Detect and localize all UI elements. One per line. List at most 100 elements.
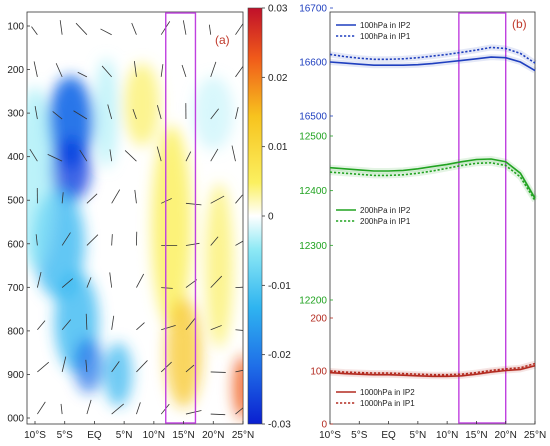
wind-vector (77, 71, 88, 78)
panel-a-label: (a) (215, 33, 230, 47)
wind-vector (235, 329, 243, 331)
wind-vector (231, 145, 236, 162)
wind-vector (86, 399, 92, 415)
colorbar-tick-label: 0.03 (268, 4, 288, 15)
colorbar-tick-label: 0 (268, 212, 274, 223)
legend-label: 200hPa in IP1 (360, 217, 411, 226)
legend-label: 1000hPa in IP1 (360, 399, 415, 408)
heatmap-cell (205, 183, 234, 348)
wind-vector (235, 107, 239, 120)
y-tick-label: 12500 (299, 132, 327, 143)
heatmap-cell (104, 342, 133, 407)
wind-vector (60, 403, 63, 415)
wind-vector (235, 23, 243, 35)
colorbar (247, 7, 263, 425)
wind-vector (61, 232, 71, 246)
heatmap-cell (151, 125, 192, 328)
wind-vector (31, 26, 38, 35)
panel-b-plot-area (329, 11, 536, 425)
wind-vector (156, 146, 162, 162)
wind-vector (85, 313, 88, 330)
wind-vector (101, 65, 112, 78)
wind-vector (185, 364, 195, 373)
wind-vector (235, 240, 243, 246)
heatmap-cell (94, 58, 119, 169)
y-tick-label: 12300 (299, 241, 327, 252)
heatmap-cell (74, 338, 103, 394)
legend-label: 1000hPa in IP2 (360, 388, 415, 397)
wind-vector (161, 287, 173, 289)
colorbar-tick-label: 0.02 (268, 73, 288, 84)
wind-vector (185, 317, 196, 331)
wind-vector (161, 324, 176, 331)
x-tick-label: 25°N (232, 430, 254, 441)
wind-vector (136, 273, 145, 288)
legend-label: 100hPa in IP2 (360, 21, 411, 30)
wind-vector (210, 148, 219, 162)
heatmap-cell (193, 76, 234, 150)
heatmap-field (27, 58, 243, 420)
x-tick-label: 20°N (202, 430, 224, 441)
y-tick-label: 200 (310, 314, 327, 325)
x-tick-label: 5°N (409, 430, 426, 441)
x-tick-label: 5°S (57, 430, 74, 441)
wind-vector (185, 202, 202, 206)
series-glow (329, 44, 537, 66)
panel-b: 16700 16600 16500 12500 12400 12300 12200 200 10… (299, 4, 546, 442)
wind-vector (161, 198, 172, 204)
heatmap-blobs (27, 58, 243, 420)
y-tick-label: 900 (7, 370, 24, 381)
y-tick-label: 400 (7, 152, 24, 163)
wind-vector (86, 193, 98, 204)
wind-vector (61, 356, 67, 373)
wind-vector (210, 195, 225, 204)
y-tick-label: 0 (321, 420, 327, 431)
wind-vector (235, 65, 243, 78)
wind-vector (208, 24, 212, 35)
colorbar-tick-label: -0.02 (268, 350, 291, 361)
wind-vector (47, 153, 63, 162)
y-tick-label: 12200 (299, 296, 327, 307)
wind-vector (134, 189, 137, 204)
wind-vector (124, 150, 137, 162)
wind-vector (86, 277, 92, 288)
wind-vector (37, 401, 46, 415)
y-tick-label: 500 (7, 196, 24, 207)
series-line (329, 158, 536, 199)
wind-vector (132, 108, 137, 120)
x-tick-label: 5°S (351, 430, 368, 441)
y-tick-label: 16700 (299, 4, 327, 15)
x-tick-label: EQ (381, 430, 396, 441)
wind-vector (210, 108, 219, 120)
y-tick-label: 700 (7, 283, 24, 294)
wind-vector (37, 361, 50, 373)
panel-a-highlight-box (165, 12, 197, 424)
wind-vector (107, 104, 113, 120)
panel-b-label: (b) (512, 17, 527, 31)
wind-vector (36, 271, 42, 288)
heatmap-cell (165, 297, 202, 408)
panel-b-highlight-box (458, 12, 507, 424)
colorbar-ticks: 0.03 0.02 0.01 0 -0.01 -0.02 -0.03 (262, 4, 291, 431)
colorbar-tick-label: -0.03 (268, 420, 291, 431)
heatmap-cell (233, 355, 243, 420)
wind-vector (235, 407, 243, 415)
x-tick-label: 20°N (495, 430, 517, 441)
wind-vector (131, 22, 137, 35)
series-glow (329, 360, 536, 378)
y-tick-label: 12400 (299, 186, 327, 197)
wind-vector (210, 413, 226, 416)
x-tick-label: 25°N (524, 430, 546, 441)
x-tick-label: EQ (87, 430, 102, 441)
wind-vector (156, 105, 162, 120)
wind-vector (185, 151, 192, 162)
y-tick-label: 000 (7, 414, 24, 425)
wind-vector (111, 403, 124, 415)
wind-vector (235, 286, 243, 289)
wind-vector (61, 319, 72, 331)
x-tick-label: 10°S (24, 430, 46, 441)
wind-vector (111, 315, 115, 330)
y-tick-label: 600 (7, 239, 24, 250)
wind-vector (55, 63, 63, 78)
